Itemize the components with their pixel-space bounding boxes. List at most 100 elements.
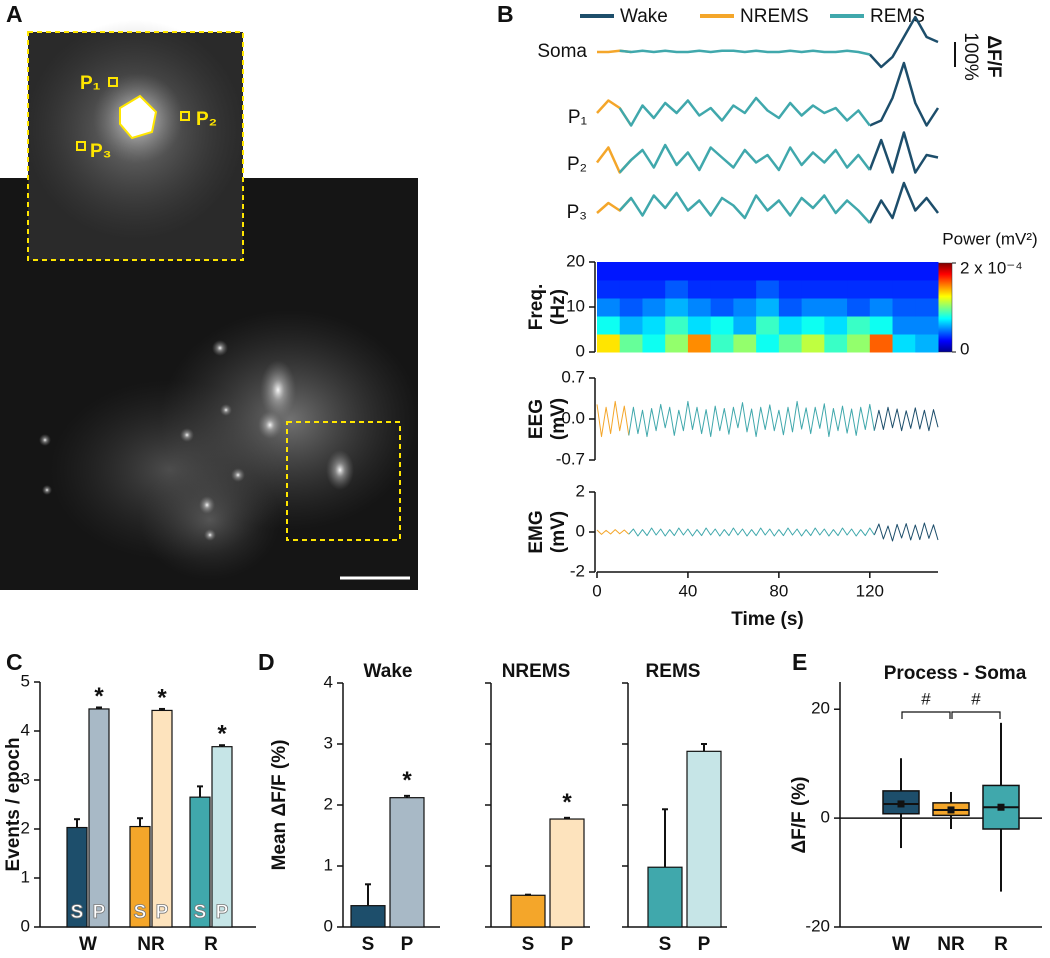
y-axis-label: EMG	[526, 510, 547, 553]
trace-label: P₁	[568, 107, 587, 128]
heatmap-cell	[687, 280, 712, 299]
x-tick-label: W	[79, 934, 97, 955]
bar	[350, 905, 386, 928]
bracket	[951, 711, 1001, 719]
comparison-label: #	[971, 689, 981, 708]
heatmap-cell	[824, 262, 848, 281]
heatmap-cell	[778, 334, 803, 353]
trace	[618, 191, 871, 224]
y-tick-label: 20	[811, 699, 830, 718]
heatmap-cell	[687, 316, 712, 335]
heatmap-cell	[710, 316, 734, 335]
heatmap-cell	[824, 298, 848, 317]
trace	[618, 143, 871, 174]
colorbar	[937, 262, 953, 353]
micrograph: P₁ P₂ P₃	[0, 20, 420, 590]
y-tick-label: 0	[821, 808, 830, 827]
heatmap-cell	[597, 262, 621, 281]
heatmap-cell	[847, 334, 871, 353]
y-tick-label: 1	[324, 855, 333, 874]
x-tick-label: 40	[678, 581, 697, 600]
image-label: P₂	[196, 109, 217, 130]
y-tick-label: 0	[576, 341, 585, 360]
heatmap-cell	[892, 280, 916, 299]
heatmap-cell	[778, 280, 803, 299]
heatmap-cell	[756, 262, 780, 281]
series-letter: P	[216, 902, 229, 923]
heatmap-cell	[710, 280, 734, 299]
heatmap-cell	[619, 316, 643, 335]
heatmap-cell	[847, 316, 871, 335]
heatmap-cell	[847, 298, 871, 317]
heatmap-cell	[597, 298, 621, 317]
trace	[868, 181, 939, 224]
heatmap-cell	[892, 298, 916, 317]
trace-label: Soma	[537, 41, 587, 62]
colorbar-label: Power (mV²)	[942, 229, 1037, 248]
heatmap-cell	[619, 298, 643, 317]
heatmap-cell	[597, 280, 621, 299]
heatmap-cell	[801, 298, 825, 317]
heatmap-cell	[756, 298, 780, 317]
panel-label: E	[792, 649, 807, 675]
bracket	[901, 711, 951, 719]
heatmap-cell	[869, 334, 894, 353]
y-tick-label: 0.7	[561, 367, 585, 386]
heatmap-cell	[801, 334, 825, 353]
bar	[151, 709, 173, 928]
scale-bar-title: ΔF/F	[983, 35, 1004, 77]
y-axis-label: (mV)	[548, 398, 569, 440]
y-axis-label: Freq.	[526, 284, 547, 330]
x-tick-label: P	[698, 934, 711, 955]
y-axis-label: (Hz)	[548, 289, 569, 325]
y-tick-label: 4	[324, 672, 333, 691]
series-letter: P	[93, 902, 106, 923]
y-axis-label: EEG	[526, 399, 547, 439]
scale-bar-label: 100%	[960, 32, 981, 81]
trace-label: P₂	[567, 154, 587, 175]
heatmap-cell	[665, 316, 689, 335]
heatmap-cell	[778, 262, 803, 281]
x-tick-label: NR	[137, 934, 165, 955]
heatmap-cell	[619, 262, 643, 281]
x-tick-label: R	[204, 934, 218, 955]
heatmap-cell	[597, 334, 621, 353]
heatmap-cell	[756, 316, 780, 335]
bar	[686, 750, 722, 928]
heatmap-cell	[642, 316, 666, 335]
heatmap-cell	[869, 280, 894, 299]
heatmap-cell	[915, 298, 939, 317]
x-tick-label: S	[659, 934, 672, 955]
heatmap-cell	[847, 262, 871, 281]
heatmap-cell	[710, 298, 734, 317]
heatmap-cell	[619, 280, 643, 299]
significance: *	[402, 767, 412, 794]
heatmap-cell	[733, 298, 757, 317]
heatmap-cell	[642, 298, 666, 317]
heatmap-cell	[801, 262, 825, 281]
y-tick-label: 0	[576, 521, 585, 540]
heatmap-cell	[801, 316, 825, 335]
significance: *	[217, 721, 227, 748]
heatmap-cell	[824, 316, 848, 335]
y-tick-label: -0.7	[556, 449, 585, 468]
mean	[997, 803, 1005, 811]
heatmap-cell	[892, 316, 916, 335]
chart-title: REMS	[646, 661, 701, 682]
heatmap-cell	[869, 316, 894, 335]
heatmap-cell	[847, 280, 871, 299]
y-tick-label: 20	[566, 251, 585, 270]
significance: *	[94, 683, 104, 710]
heatmap-cell	[756, 280, 780, 299]
y-axis-label: Events / epoch	[3, 737, 24, 871]
heatmap-cell	[892, 334, 916, 353]
bar	[88, 708, 110, 928]
heatmap-cell	[733, 262, 757, 281]
trace	[869, 61, 940, 127]
bar	[389, 797, 425, 928]
y-axis-label: Mean ΔF/F (%)	[269, 740, 290, 871]
trace	[596, 197, 633, 214]
heatmap-cell	[687, 298, 712, 317]
y-tick-label: 0	[21, 916, 30, 935]
